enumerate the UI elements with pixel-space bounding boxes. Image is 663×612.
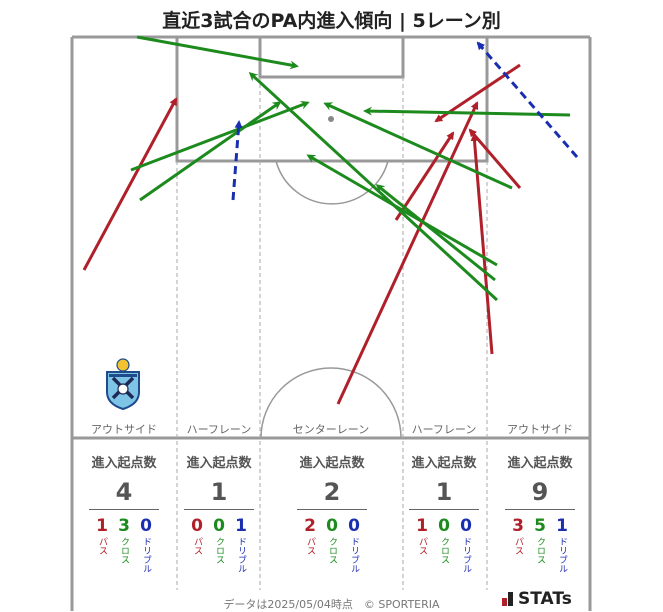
cross-arrow bbox=[130, 100, 310, 172]
pass-label: パス bbox=[97, 537, 107, 555]
lane-name-outside-left: アウトサイド bbox=[91, 423, 157, 436]
pass-count: 1 bbox=[416, 516, 428, 536]
lane-stats-halfspace-right: 進入起点数 1 1 パス 0 クロス 0 ドリブル bbox=[398, 452, 490, 573]
pass-label: パス bbox=[192, 537, 202, 555]
cross-arrow bbox=[136, 35, 299, 70]
pass-arrow bbox=[82, 97, 178, 271]
dribble-count: 1 bbox=[235, 516, 247, 536]
cross-count: 3 bbox=[118, 516, 130, 536]
stat-total: 1 bbox=[210, 478, 228, 506]
page-title: 直近3試合のPA内進入傾向 | 5レーン別 bbox=[162, 10, 501, 32]
pass-count: 0 bbox=[191, 516, 203, 536]
cross-count: 0 bbox=[326, 516, 338, 536]
stat-total: 4 bbox=[115, 478, 133, 506]
cross-label: クロス bbox=[327, 537, 337, 564]
cross-label: クロス bbox=[119, 537, 129, 564]
entry-arrows bbox=[82, 35, 579, 405]
lane-stats-outside-left: 進入起点数 4 1 パス 3 クロス 0 ドリブル bbox=[78, 452, 170, 573]
pass-label: パス bbox=[513, 537, 523, 555]
stat-total: 1 bbox=[435, 478, 453, 506]
stat-header: 進入起点数 bbox=[299, 456, 365, 471]
lane-stats-center: 進入起点数 2 2 パス 0 クロス 0 ドリブル bbox=[286, 452, 378, 573]
cross-arrow bbox=[248, 71, 499, 302]
dribble-arrow bbox=[476, 41, 579, 158]
pass-count: 2 bbox=[304, 516, 316, 536]
dribble-arrow bbox=[231, 120, 243, 201]
team-crest-icon bbox=[106, 358, 140, 410]
penalty-spot bbox=[328, 116, 334, 122]
cross-count: 0 bbox=[438, 516, 450, 536]
dribble-count: 0 bbox=[460, 516, 472, 536]
stat-header: 進入起点数 bbox=[186, 456, 252, 471]
stat-total: 2 bbox=[323, 478, 341, 506]
dribble-count: 0 bbox=[140, 516, 152, 536]
dribble-label: ドリブル bbox=[557, 537, 567, 573]
cross-arrow bbox=[306, 154, 498, 267]
cross-arrow bbox=[375, 184, 496, 282]
brand-logo: STATs bbox=[502, 589, 572, 609]
lane-dividers bbox=[176, 77, 488, 590]
pass-count: 1 bbox=[96, 516, 108, 536]
pass-arrow bbox=[394, 131, 455, 221]
lane-name-center: センターレーン bbox=[292, 423, 370, 436]
pass-label: パス bbox=[305, 537, 315, 555]
stat-total: 9 bbox=[531, 478, 549, 506]
stat-header: 進入起点数 bbox=[91, 456, 157, 471]
pitch-lines bbox=[70, 35, 592, 611]
pass-arrow bbox=[470, 133, 494, 355]
penalty-arc bbox=[275, 160, 389, 205]
stat-header: 進入起点数 bbox=[411, 456, 477, 471]
cross-label: クロス bbox=[535, 537, 545, 564]
stat-header: 進入起点数 bbox=[507, 456, 573, 471]
lane-stats-halfspace-left: 進入起点数 1 0 パス 0 クロス 1 ドリブル bbox=[173, 452, 265, 573]
brand-name: STATs bbox=[518, 589, 572, 609]
cross-arrow bbox=[363, 106, 571, 117]
dribble-label: ドリブル bbox=[461, 537, 471, 573]
dribble-label: ドリブル bbox=[236, 537, 246, 573]
dribble-label: ドリブル bbox=[349, 537, 359, 573]
dribble-count: 1 bbox=[556, 516, 568, 536]
stats-logo-icon bbox=[502, 592, 514, 606]
pass-count: 3 bbox=[512, 516, 524, 536]
pass-label: パス bbox=[417, 537, 427, 555]
cross-count: 0 bbox=[213, 516, 225, 536]
lane-stats-outside-right: 進入起点数 9 3 パス 5 クロス 1 ドリブル bbox=[494, 452, 586, 573]
dribble-count: 0 bbox=[348, 516, 360, 536]
lane-name-halfspace-left: ハーフレーン bbox=[186, 423, 252, 436]
lane-name-halfspace-right: ハーフレーン bbox=[411, 423, 477, 436]
cross-arrow bbox=[323, 102, 513, 190]
footer-note: データは2025/05/04時点 © SPORTERIA bbox=[223, 598, 440, 611]
cross-label: クロス bbox=[214, 537, 224, 564]
cross-arrow bbox=[139, 101, 282, 202]
dribble-label: ドリブル bbox=[141, 537, 151, 573]
cross-label: クロス bbox=[439, 537, 449, 564]
lane-name-outside-right: アウトサイド bbox=[507, 423, 573, 436]
pass-arrow bbox=[336, 101, 479, 405]
pass-arrow bbox=[468, 128, 522, 189]
center-circle bbox=[260, 367, 402, 439]
cross-count: 5 bbox=[534, 516, 546, 536]
